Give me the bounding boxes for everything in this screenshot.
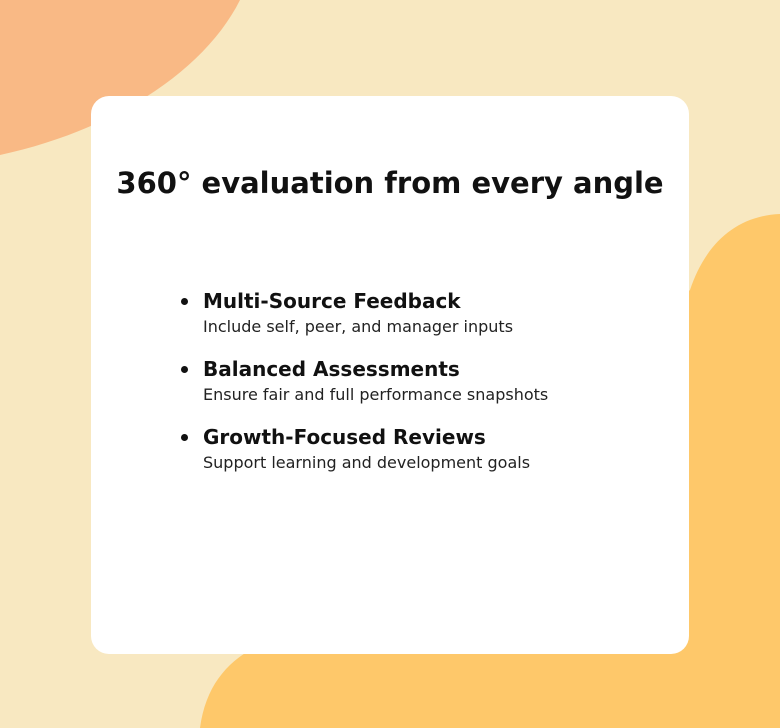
item-title: Multi-Source Feedback: [203, 289, 461, 313]
list-item: Multi-Source Feedback Include self, peer,…: [180, 288, 548, 338]
decorative-blob-top: [0, 0, 240, 155]
item-title: Growth-Focused Reviews: [203, 425, 486, 449]
item-title: Balanced Assessments: [203, 357, 460, 381]
item-description: Support learning and development goals: [203, 453, 531, 472]
list-item: Growth-Focused Reviews Support learning a…: [180, 424, 548, 474]
item-description: Include self, peer, and manager inputs: [203, 317, 514, 336]
content-card: 360° evaluation from every angle Multi-S…: [91, 96, 689, 654]
feature-list: Multi-Source Feedback Include self, peer,…: [180, 288, 549, 492]
page-title: 360° evaluation from every angle: [116, 166, 664, 200]
list-item: Balanced Assessments Ensure fair and full…: [180, 356, 549, 406]
item-description: Ensure fair and full performance snapsho…: [203, 385, 549, 404]
